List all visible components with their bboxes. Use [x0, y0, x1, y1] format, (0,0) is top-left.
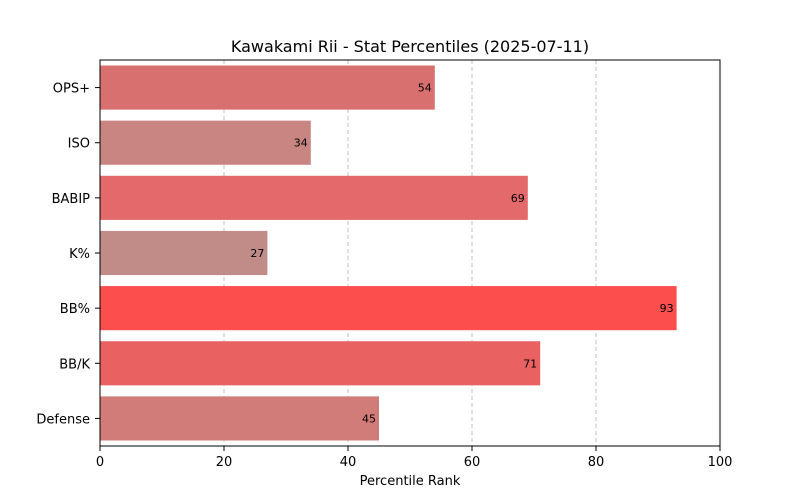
- bar-bb-k: [100, 341, 541, 386]
- y-axis-ticks: OPS+ ISO BABIP K% BB% BB/K Defense: [36, 82, 100, 427]
- bar-value-label: 27: [250, 247, 264, 260]
- y-tick-label: BB%: [60, 302, 90, 317]
- bar-value-label: 54: [418, 82, 432, 95]
- x-tick-label: 100: [708, 455, 733, 470]
- x-tick-label: 40: [340, 455, 357, 470]
- data-labels: 54 34 69 27 93 71 45: [250, 82, 673, 426]
- x-axis-label: Percentile Rank: [360, 474, 461, 489]
- bar-k: [100, 230, 268, 276]
- bar-iso: [100, 120, 311, 165]
- y-tick-label: OPS+: [53, 82, 90, 97]
- bar-ops: [100, 65, 435, 110]
- y-tick-label: BB/K: [59, 357, 90, 372]
- y-tick-label: ISO: [68, 137, 90, 152]
- bar-value-label: 69: [511, 192, 525, 205]
- x-tick-label: 60: [464, 455, 481, 470]
- bar-babip: [100, 175, 528, 220]
- y-tick-label: BABIP: [52, 192, 91, 207]
- bar-value-label: 45: [362, 412, 376, 425]
- bar-value-label: 71: [523, 357, 537, 370]
- bar-defense: [100, 396, 379, 441]
- y-tick-label: K%: [69, 247, 90, 262]
- chart-title: Kawakami Rii - Stat Percentiles (2025-07…: [231, 37, 589, 56]
- bar-value-label: 93: [660, 302, 674, 315]
- bars: [100, 65, 677, 441]
- bar-bb: [100, 286, 677, 331]
- x-tick-label: 80: [588, 455, 605, 470]
- x-axis-ticks: 0 20 40 60 80 100: [96, 446, 733, 470]
- x-tick-label: 0: [96, 455, 104, 470]
- grid-lines: [223, 60, 597, 446]
- bar-value-label: 34: [294, 137, 308, 150]
- y-tick-label: Defense: [36, 412, 90, 427]
- x-tick-label: 20: [216, 455, 233, 470]
